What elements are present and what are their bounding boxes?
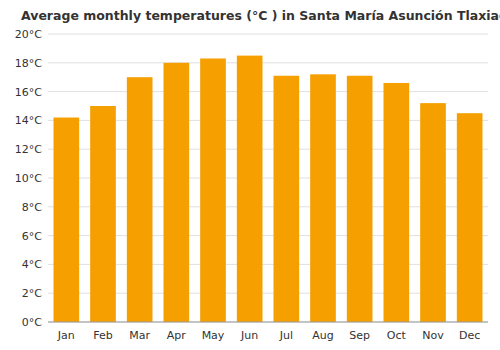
title: Average monthly temperatures (°C ) in Sa… <box>21 8 500 23</box>
bars <box>54 56 483 322</box>
chart: Average monthly temperatures (°C ) in Sa… <box>0 0 500 350</box>
x-axis-line <box>48 322 488 323</box>
grid-line <box>48 34 488 35</box>
x-tick-label: May <box>202 329 225 342</box>
x-axis: Jan Feb Mar Apr May Jun Jul Aug Sep Oct Nov Dec <box>48 322 488 342</box>
grid-line <box>48 91 488 92</box>
y-tick-label: 2°C <box>22 287 42 300</box>
y-tick-label: 14°C <box>15 114 42 127</box>
y-tick-label: 6°C <box>22 230 42 243</box>
y-tick-label: 20°C <box>15 28 42 41</box>
y-tick-label: 4°C <box>22 258 42 271</box>
y-tick-label: 8°C <box>22 201 42 214</box>
page: {"chart_data": {"type": "bar", "title": … <box>0 0 500 350</box>
bar <box>347 76 373 322</box>
bar <box>457 113 483 322</box>
bar <box>420 103 446 322</box>
y-tick-label: 18°C <box>15 57 42 70</box>
x-tick-label: Jan <box>57 329 75 342</box>
y-tick-label: 16°C <box>15 86 42 99</box>
bar <box>164 63 190 322</box>
y-axis: 0°C 2°C 4°C 6°C 8°C 10°C 12°C 14°C 16°C 18°C 20°C <box>15 28 42 329</box>
grid <box>48 34 488 322</box>
x-tick-label: Nov <box>422 329 444 342</box>
chart-container: Average monthly temperatures (°C ) in Sa… <box>0 0 500 350</box>
grid-line <box>48 62 488 63</box>
x-tick-label: Apr <box>167 329 187 342</box>
x-tick-label: Sep <box>349 329 370 342</box>
bar <box>90 106 116 322</box>
bar <box>384 83 410 322</box>
bar <box>274 76 300 322</box>
bar <box>237 56 263 322</box>
bar <box>54 118 80 322</box>
bar <box>200 58 226 322</box>
bar <box>127 77 153 322</box>
x-tick-label: Mar <box>129 329 150 342</box>
y-tick-label: 0°C <box>22 316 42 329</box>
x-tick-label: Aug <box>312 329 333 342</box>
grid-line <box>48 322 488 323</box>
y-tick-label: 10°C <box>15 172 42 185</box>
x-tick-label: Feb <box>93 329 112 342</box>
x-tick-label: Dec <box>459 329 480 342</box>
x-tick-label: Jun <box>240 329 258 342</box>
x-tick-label: Oct <box>387 329 407 342</box>
x-tick-label: Jul <box>279 329 293 342</box>
bar <box>310 74 336 322</box>
y-tick-label: 12°C <box>15 143 42 156</box>
